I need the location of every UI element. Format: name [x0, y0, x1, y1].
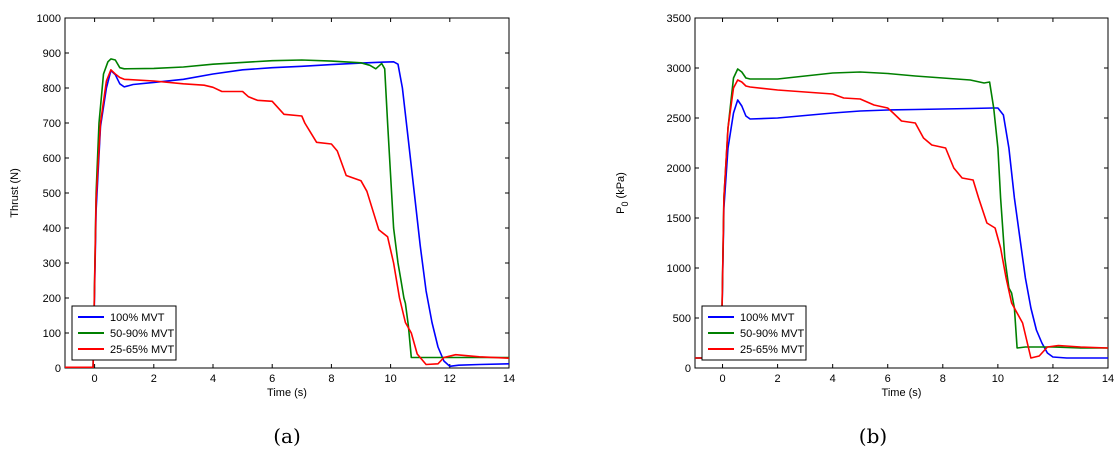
y-tick-label: 100 [43, 328, 61, 340]
y-tick-label: 200 [43, 293, 61, 305]
x-tick-label: 4 [210, 373, 216, 385]
legend-label: 25-65% MVT [110, 344, 174, 356]
y-axis-label-subscript: 0 [620, 201, 630, 206]
legend-label: 50-90% MVT [110, 328, 174, 340]
y-axis-label: Thrust (N) [9, 168, 21, 218]
x-tick-label: 0 [92, 373, 98, 385]
x-tick-label: 10 [992, 373, 1004, 385]
legend: 100% MVT 50-90% MVT 25-65% MVT [701, 305, 807, 361]
y-tick-label: 2500 [667, 113, 691, 125]
x-tick-label: 14 [503, 373, 515, 385]
y-axis-label: P0 (kPa) [615, 172, 630, 214]
legend-label: 100% MVT [740, 312, 795, 324]
y-axis-label-unit: (kPa) [615, 172, 627, 201]
y-tick-label: 800 [43, 83, 61, 95]
x-tick-label: 2 [151, 373, 157, 385]
y-tick-label: 600 [43, 153, 61, 165]
x-tick-label: 14 [1102, 373, 1114, 385]
x-tick-label: 4 [830, 373, 836, 385]
legend-label: 50-90% MVT [740, 328, 804, 340]
x-tick-label: 12 [444, 373, 456, 385]
y-tick-label: 900 [43, 48, 61, 60]
x-tick-label: 10 [384, 373, 396, 385]
chart-chamber-pressure: 0 2 4 6 8 10 12 14 0 500 1000 1500 2000 2500 3000 3500 T… [615, 13, 1114, 399]
y-tick-label: 300 [43, 258, 61, 270]
series-line-1 [695, 99, 1108, 359]
y-tick-label: 400 [43, 223, 61, 235]
legend-label: 100% MVT [110, 312, 165, 324]
x-axis-label: Time (s) [267, 387, 307, 399]
y-tick-label: 0 [55, 363, 61, 375]
x-tick-label: 12 [1047, 373, 1059, 385]
x-tick-label: 8 [940, 373, 946, 385]
legend: 100% MVT 50-90% MVT 25-65% MVT [71, 305, 177, 361]
y-tick-label: 3500 [667, 13, 691, 25]
series-line-2 [65, 58, 509, 368]
caption-b: (b) [859, 424, 887, 448]
x-tick-label: 6 [885, 373, 891, 385]
y-tick-label: 1500 [667, 213, 691, 225]
y-tick-label: 0 [685, 363, 691, 375]
y-tick-label: 1000 [667, 263, 691, 275]
x-axis-label: Time (s) [882, 387, 922, 399]
x-tick-label: 6 [269, 373, 275, 385]
series-line-3 [65, 69, 509, 368]
y-tick-label: 700 [43, 118, 61, 130]
caption-a: (a) [273, 424, 301, 448]
y-tick-label: 500 [673, 313, 691, 325]
y-tick-label: 500 [43, 188, 61, 200]
y-tick-label: 1000 [37, 13, 61, 25]
legend-label: 25-65% MVT [740, 344, 804, 356]
chart-thrust: 0 2 4 6 8 10 12 14 0 100 200 300 400 500 600 700 800 900 1… [9, 13, 515, 399]
y-tick-label: 2000 [667, 163, 691, 175]
x-tick-label: 8 [328, 373, 334, 385]
y-tick-label: 3000 [667, 63, 691, 75]
x-tick-label: 2 [775, 373, 781, 385]
series-line-3 [695, 79, 1108, 359]
x-tick-label: 0 [719, 373, 725, 385]
